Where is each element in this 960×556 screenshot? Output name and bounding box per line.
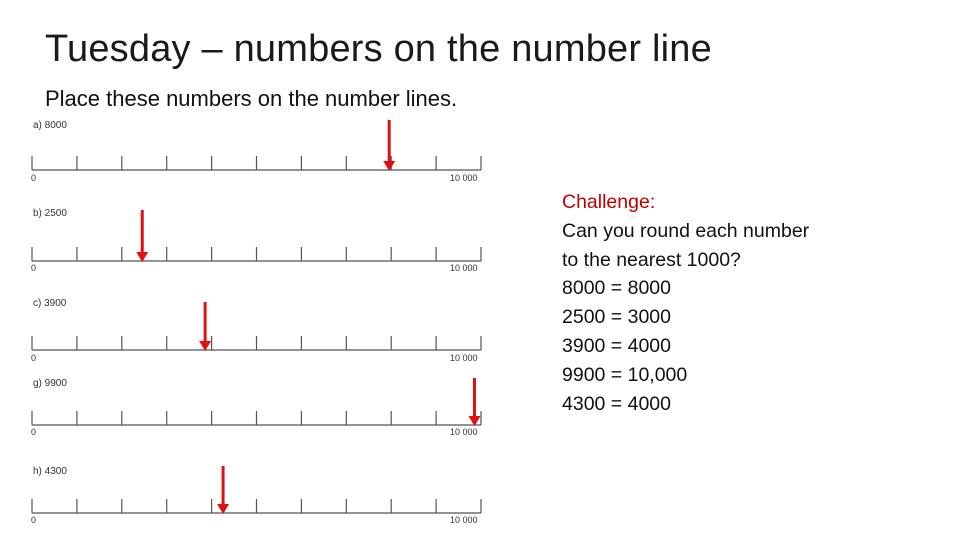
challenge-line: to the nearest 1000? [562,248,741,271]
challenge-line: Can you round each number [562,219,810,242]
number-line-c: c) 3900 0 10 000 [0,298,520,388]
number-line-start: 0 [31,263,37,273]
number-line-label: g) 9900 [33,378,67,389]
number-line-graphic [31,210,482,262]
red-arrow-icon [468,378,481,426]
number-line-start: 0 [31,353,37,363]
number-line-end: 10 000 [450,353,478,363]
number-line-g: g) 9900 0 10 000 [0,378,520,468]
number-line-h: h) 4300 0 10 000 [0,466,520,556]
number-line-graphic [31,466,482,514]
challenge-answer: 3900 = 4000 [562,334,671,357]
number-line-graphic [31,302,482,351]
page-title: Tuesday – numbers on the number line [45,28,712,70]
number-line-label: a) 8000 [33,120,67,131]
instructions: Place these numbers on the number lines. [45,86,458,111]
number-line-start: 0 [31,515,37,525]
number-line-label: c) 3900 [33,298,67,309]
challenge-answer: 2500 = 3000 [562,306,671,329]
red-arrow-icon [199,302,212,351]
number-line-end: 10 000 [450,515,478,525]
number-line-label: h) 4300 [33,466,67,477]
number-line-start: 0 [31,173,37,183]
challenge-answer: 4300 = 4000 [562,392,671,415]
number-line-b: b) 2500 0 10 000 [0,208,520,298]
number-line-end: 10 000 [450,263,478,273]
challenge-box: Challenge: Can you round each number to … [562,188,809,418]
number-line-a: a) 8000 0 10 000 [0,120,520,210]
number-line-label: b) 2500 [33,208,67,219]
number-line-end: 10 000 [450,173,478,183]
challenge-answer: 8000 = 8000 [562,277,671,300]
number-line-end: 10 000 [450,427,478,437]
number-line-start: 0 [31,427,37,437]
red-arrow-icon [217,466,230,514]
red-arrow-icon [383,120,396,171]
challenge-answer: 9900 = 10,000 [562,363,688,386]
number-line-graphic [31,120,482,171]
number-line-graphic [31,378,482,426]
challenge-title: Challenge: [562,191,656,213]
red-arrow-icon [136,210,149,262]
